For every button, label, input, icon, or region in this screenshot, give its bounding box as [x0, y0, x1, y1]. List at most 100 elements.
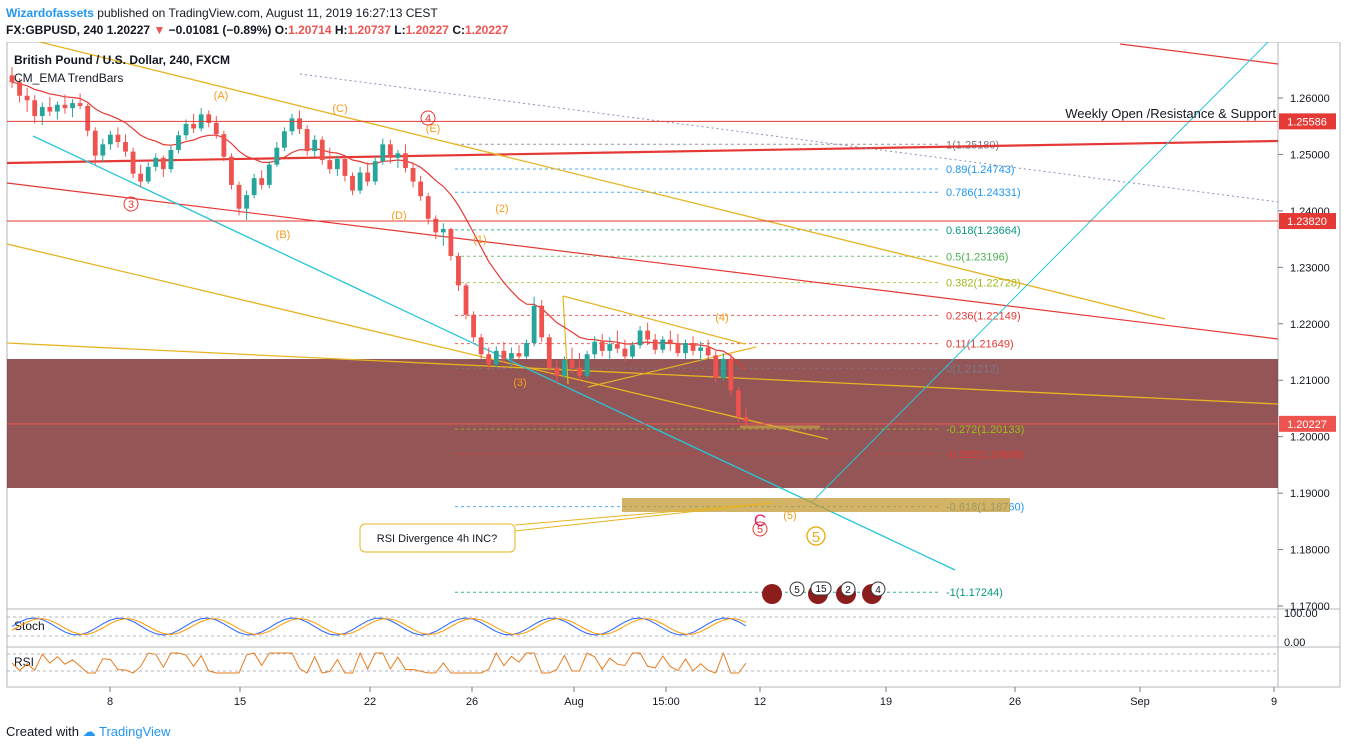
price-labels: 1.25586 1.23820 1.20227 [7, 113, 1336, 432]
time-tick-label: 26 [466, 696, 478, 708]
tradingview-brand[interactable]: TradingView [99, 724, 171, 739]
price-tick-label: 1.18000 [1290, 545, 1330, 557]
price-tick-label: 1.22000 [1290, 319, 1330, 331]
stoch-label: Stoch [14, 619, 45, 633]
wave-label-5: (5) [783, 510, 796, 522]
event-count-badge[interactable] [789, 581, 805, 597]
tradingview-logo-icon: ☁ [82, 724, 96, 739]
wave-circle-4-label: 4 [425, 113, 431, 125]
economic-events[interactable]: 5 15 2 4 [762, 581, 886, 604]
candle-body [690, 342, 696, 351]
candle-body [304, 129, 310, 152]
candle-body [577, 367, 582, 376]
candle-body [584, 354, 590, 376]
fib-level-label: 0.236(1.22149) [946, 310, 1021, 322]
event-count-badge[interactable] [840, 581, 856, 597]
event-flag-icon[interactable] [762, 584, 782, 604]
chart-area[interactable]: 1(1.25180)0.89(1.24743)0.786(1.24331)0.6… [0, 42, 1348, 714]
candle-body [55, 104, 60, 112]
event-count-badge[interactable] [870, 581, 886, 597]
red-channel-line-upper [1119, 43, 1279, 65]
time-tick-label: 9 [1271, 696, 1277, 708]
candle-body [229, 156, 234, 185]
wave-circle-5-label: 5 [757, 524, 763, 536]
rsi-line [11, 651, 747, 674]
candle-body [17, 82, 22, 96]
candle-body [425, 196, 431, 219]
candle-body [62, 104, 68, 109]
candle-body [350, 175, 355, 191]
candle-body [554, 367, 560, 376]
price-tick-label: 1.26000 [1290, 93, 1330, 105]
candle-body [736, 390, 741, 417]
fib-level-label: -1(1.17244) [946, 587, 1003, 599]
candle-body [698, 347, 703, 351]
price-label-text: 1.25586 [1287, 116, 1327, 128]
target-box [622, 498, 1010, 512]
candle-body [569, 359, 575, 368]
candle-body [92, 130, 98, 156]
rsi-divergence-text: RSI Divergence 4h INC? [377, 533, 497, 545]
candle-body [403, 153, 408, 168]
candle-body [176, 135, 181, 150]
price-tick-label: 1.20000 [1290, 432, 1330, 444]
event-count-badge[interactable] [810, 581, 832, 596]
ohlc-low-label: L: [394, 23, 406, 37]
candle-body [471, 314, 476, 338]
candle-body [236, 184, 242, 209]
wave-label-3: (3) [513, 377, 526, 389]
wave-label-c: (C) [332, 103, 347, 115]
candle-body [77, 103, 83, 106]
candle-body [478, 337, 484, 355]
candle-body [614, 344, 620, 349]
ohlc-open-label: O: [274, 23, 289, 37]
candle-body [319, 139, 325, 161]
chart-legend-title: British Pound / U.S. Dollar, 240, FXCM [14, 53, 230, 67]
wave-label-a: (A) [214, 90, 229, 102]
candle-body [183, 123, 189, 136]
red-channel-line [6, 182, 1279, 340]
price-axis[interactable]: 1.260001.250001.240001.230001.220001.210… [1278, 93, 1330, 613]
ohlc-high-label: H: [334, 23, 348, 37]
wave-label-b: (B) [276, 229, 291, 241]
author-link[interactable]: Wizardofassets [6, 6, 94, 20]
candle-body [607, 344, 613, 351]
fib-level-label: 0.382(1.22728) [946, 278, 1021, 290]
publish-header: Wizardofassets published on TradingView.… [0, 0, 1348, 42]
candle-body [312, 139, 318, 152]
time-tick-label: 26 [1009, 696, 1021, 708]
upper-resistance-line [39, 42, 1166, 320]
candle-body [539, 305, 545, 338]
candle-body [622, 348, 628, 357]
last-price: 1.20227 [106, 23, 151, 37]
candle-body [39, 107, 45, 117]
candle-body [501, 350, 507, 359]
candle-body [70, 103, 75, 109]
candle-body [743, 416, 749, 422]
candle-body [153, 157, 159, 167]
candle-body [599, 341, 605, 351]
price-tick-label: 1.19000 [1290, 488, 1330, 500]
time-tick-label: 8 [107, 696, 113, 708]
candle-body [85, 105, 91, 131]
wave-label-d: (D) [391, 210, 406, 222]
candles [9, 66, 749, 427]
stoch-axis-0: 0.00 [1284, 637, 1305, 649]
candle-body [357, 172, 363, 191]
time-tick-label: 19 [880, 696, 892, 708]
candle-body [720, 358, 726, 378]
price-label-box [1279, 415, 1336, 432]
candle-body [251, 178, 257, 196]
candle-body [32, 100, 38, 117]
candle-body [705, 347, 711, 356]
candle-body [380, 144, 386, 162]
candle-body [160, 157, 166, 170]
wave-label-4: (4) [715, 312, 728, 324]
candle-body [168, 149, 174, 170]
wave-circle-big-5-label: 5 [812, 529, 820, 546]
wave-circle-5 [752, 521, 768, 537]
candle-body [115, 134, 121, 143]
time-axis[interactable]: 8 15 22 26 Aug 15:00 12 19 26 Sep 9 [107, 687, 1277, 708]
price-label-text: 1.20227 [1287, 419, 1327, 431]
candle-body [561, 359, 567, 376]
